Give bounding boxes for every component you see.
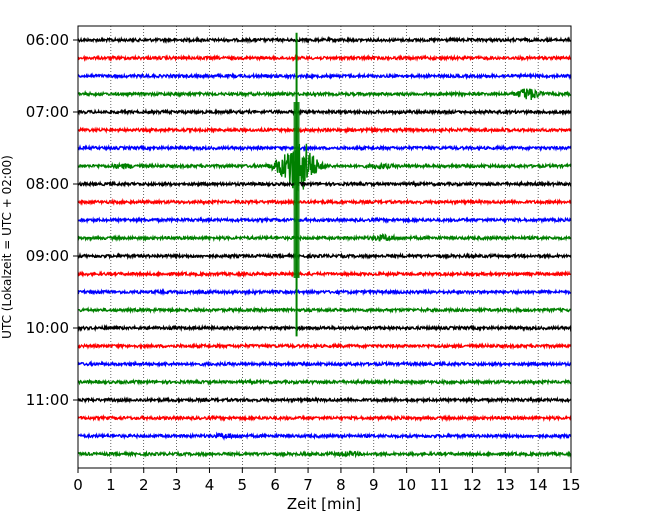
trace-line-10 xyxy=(77,216,572,225)
trace-line-14 xyxy=(77,287,572,297)
x-tick-label: 2 xyxy=(139,476,149,494)
x-tick-label: 9 xyxy=(369,476,379,494)
y-tick-label: 11:00 xyxy=(26,391,69,409)
trace-line-21 xyxy=(77,414,572,423)
trace-line-11 xyxy=(77,233,572,243)
x-tick-label: 8 xyxy=(336,476,346,494)
trace-line-4 xyxy=(77,107,572,117)
x-axis-label: Zeit [min] xyxy=(287,495,361,513)
trace-line-16 xyxy=(77,323,572,333)
trace-line-5 xyxy=(77,125,572,135)
trace-line-18 xyxy=(77,360,572,368)
trace-line-13 xyxy=(77,269,572,279)
x-tick-label: 5 xyxy=(238,476,248,494)
plot-frame xyxy=(77,25,572,469)
trace-line-1 xyxy=(77,53,572,62)
y-axis: 06:00 07:00 08:00 09:00 10:00 11:00 xyxy=(26,31,78,409)
y-tick-label: 10:00 xyxy=(26,319,69,337)
x-tick-label: 3 xyxy=(172,476,182,494)
trace-line-8 xyxy=(77,179,572,188)
x-tick-label: 4 xyxy=(205,476,215,494)
y-tick-label: 09:00 xyxy=(26,247,69,265)
x-tick-label: 14 xyxy=(529,476,548,494)
x-tick-label: 1 xyxy=(106,476,116,494)
trace-line-20 xyxy=(77,395,572,405)
trace-line-23 xyxy=(77,449,572,459)
trace-line-15 xyxy=(77,306,572,315)
trace-line-2 xyxy=(77,71,572,81)
trace-line-17 xyxy=(77,341,572,351)
x-tick-label: 0 xyxy=(73,476,83,494)
trace-group xyxy=(77,35,572,459)
x-tick-label: 6 xyxy=(270,476,280,494)
trace-line-3 xyxy=(77,88,572,101)
trace-line-7 xyxy=(77,143,572,192)
y-tick-label: 08:00 xyxy=(26,175,69,193)
trace-line-22 xyxy=(77,431,572,441)
y-tick-label: 07:00 xyxy=(26,103,69,121)
x-axis: 0 1 2 3 4 5 6 7 8 9 10 11 12 13 14 15 xyxy=(73,468,581,494)
trace-line-19 xyxy=(77,377,572,387)
trace-line-6 xyxy=(77,144,572,153)
trace-line-12 xyxy=(77,251,572,261)
spike-burst xyxy=(293,102,300,278)
spike-layer xyxy=(293,32,300,337)
trace-line-0 xyxy=(77,35,572,45)
y-axis-label: UTC (Lokalzeit = UTC + 02:00) xyxy=(0,155,14,339)
x-tick-label: 10 xyxy=(397,476,416,494)
trace-line-9 xyxy=(77,197,572,206)
y-tick-label: 06:00 xyxy=(26,31,69,49)
x-tick-label: 11 xyxy=(430,476,449,494)
x-tick-label: 15 xyxy=(561,476,580,494)
x-tick-label: 12 xyxy=(463,476,482,494)
x-tick-label: 13 xyxy=(496,476,515,494)
x-tick-label: 7 xyxy=(303,476,313,494)
